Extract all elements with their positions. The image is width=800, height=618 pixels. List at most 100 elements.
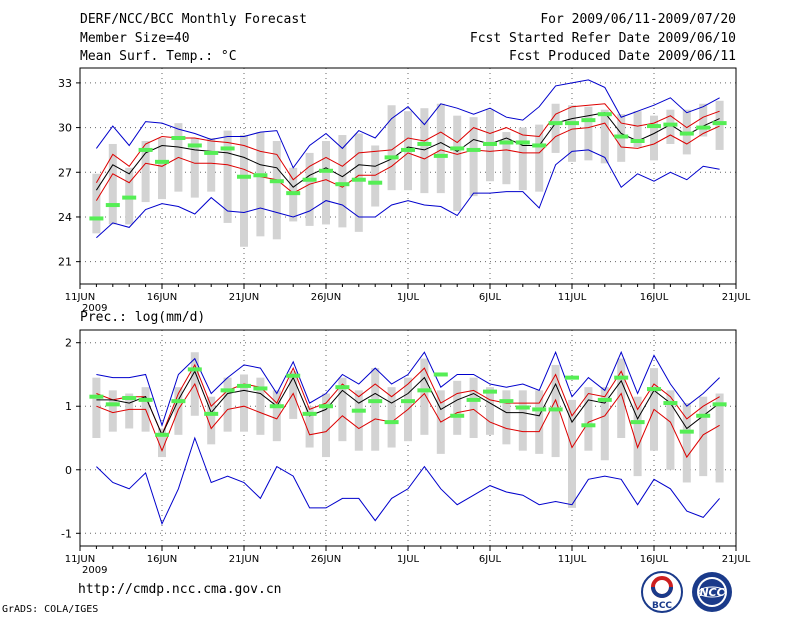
x-tick-label: 16JUN [147,554,177,565]
median-marker [548,121,563,126]
y-tick-label: 2 [65,337,72,350]
fcst-produced-date: Fcst Produced Date 2009/06/11 [509,49,736,64]
median-marker [237,383,251,388]
x-tick-label: 26JUN [311,554,341,565]
series-line-upper [96,363,720,437]
median-marker [614,375,629,380]
spread-bar [354,133,363,232]
median-marker [712,121,727,126]
spread-bar [600,109,609,164]
panel-precipitation: -1 0 1 2 11JUN 16JUN 21JUN 26JUN 1JUL 6JUL 11JUL 16… [61,329,751,576]
median-marker [286,191,301,196]
spread-bar [715,100,724,150]
median-marker [138,397,153,402]
median-marker [630,138,645,143]
source-url[interactable]: http://cmdp.ncc.cma.gov.cn [78,582,282,597]
median-marker [565,375,579,380]
median-marker [138,147,153,152]
median-marker [237,174,251,179]
spread-bar [387,387,396,448]
spread-bar [108,390,117,432]
median-marker [597,112,612,117]
spread-bar [699,103,708,137]
median-marker [663,401,678,406]
year-label: 2009 [82,303,107,314]
median-marker [679,131,694,136]
spread-bar [371,368,380,451]
fcst-started-date: Fcst Started Refer Date 2009/06/10 [469,31,736,46]
spread-bar [240,374,248,432]
spread-bar [486,387,494,435]
median-marker [450,413,465,418]
spread-bar [584,387,593,451]
median-marker [548,407,563,412]
median-marker [597,397,612,402]
x-tick-label: 1JUL [397,292,420,303]
y-tick-label: 1 [65,400,72,413]
median-marker [89,216,104,221]
spread-bar [535,124,544,192]
spread-bar [108,143,117,225]
median-marker [515,140,530,145]
median-marker [105,203,120,208]
median-marker [302,177,317,182]
ncc-logo-text: NCC [699,586,724,599]
median-marker [384,155,399,160]
spread-bar [666,109,675,144]
median-marker [565,121,579,126]
spread-bar [715,393,724,483]
x-tick-label: 26JUN [311,292,341,303]
spread-bar [338,135,347,228]
median-marker [122,195,137,200]
median-marker [89,394,104,399]
spread-bar [568,399,576,508]
spread-bar [617,358,626,438]
series-line-max [95,79,720,169]
series-line-mean [95,112,720,191]
x-tick-label: 11JUL [558,292,587,303]
x-tick-label: 16JUL [640,292,669,303]
series-line-lower [95,122,720,201]
spread-bar [240,135,248,247]
x-tick-label: 21JUN [229,554,259,565]
median-marker [483,141,497,146]
median-marker [417,388,432,393]
spread-bar [551,103,560,153]
spread-bar [289,371,298,419]
median-marker [187,143,202,148]
spread-bar [535,390,544,454]
median-marker [401,147,415,152]
spread-bar [305,406,314,448]
x-tick-label: 11JUN [65,554,95,565]
median-marker [269,179,284,184]
median-marker [286,373,301,378]
spread-bar [420,108,429,194]
median-marker [696,125,711,130]
spread-bar [190,138,199,198]
median-marker [581,423,596,428]
median-marker [466,397,481,402]
median-marker [204,150,219,155]
spread-bar [666,390,675,470]
spread-bar [469,377,478,438]
y-tick-label: 0 [65,464,72,477]
median-marker [319,168,333,173]
spread-bar [387,105,396,191]
spread-bar [436,103,445,194]
median-marker [647,124,661,129]
spread-bar [92,377,101,438]
ncc-logo: NCC [692,572,732,612]
x-tick-label: 21JUN [229,292,259,303]
bcc-logo-text: BCC [652,601,672,611]
median-marker [712,402,727,407]
series-line-min [96,436,720,526]
x-tick-label: 16JUL [640,554,669,565]
median-marker [630,420,645,425]
spread-bar [633,111,642,147]
spread-bar [453,380,462,435]
spread-bar [207,396,216,445]
median-marker [401,399,415,404]
spread-bar [502,390,511,445]
median-marker [335,182,350,187]
